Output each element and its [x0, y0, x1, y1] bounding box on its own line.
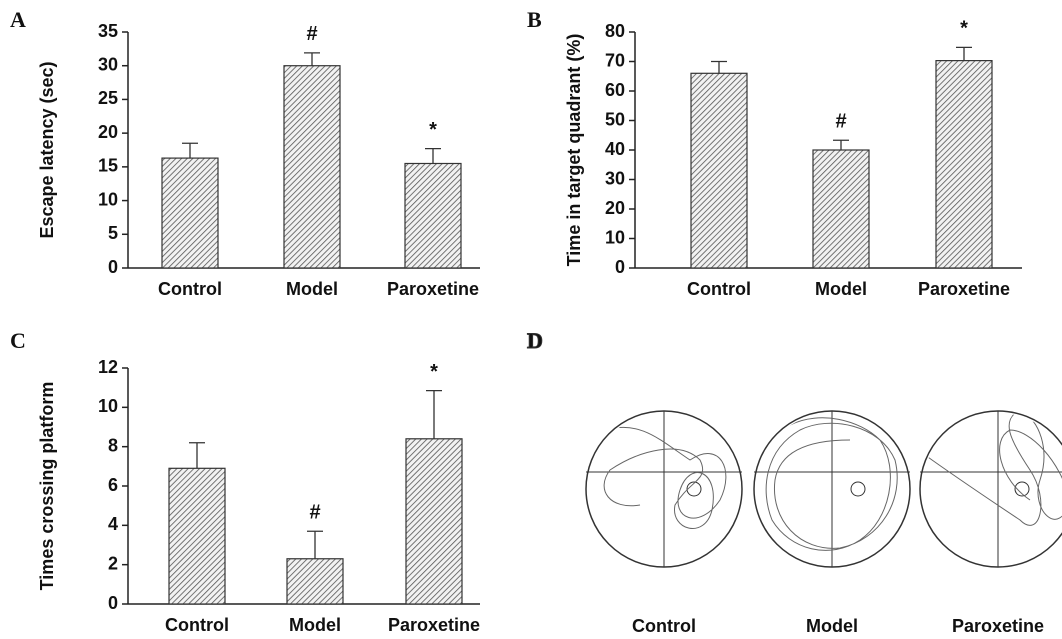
annotation: *	[429, 119, 437, 141]
y-tick-label: 80	[605, 21, 625, 41]
y-tick-label: 0	[615, 257, 625, 277]
panel-label: A	[10, 7, 26, 32]
y-tick-label: 10	[98, 189, 118, 209]
error-bar	[189, 443, 205, 469]
figure: D AEscape latency (sec)05101520253035Con…	[0, 0, 1062, 639]
bar	[287, 559, 343, 604]
error-bar	[307, 531, 323, 559]
x-tick-label: Model	[815, 279, 867, 299]
x-tick-label: Control	[687, 279, 751, 299]
caption: Model	[806, 616, 858, 636]
x-tick-label: Control	[165, 615, 229, 635]
annotation: #	[306, 23, 317, 45]
y-tick-label: 50	[605, 109, 625, 129]
y-tick-label: 2	[108, 553, 118, 573]
annotation: *	[430, 361, 438, 383]
error-bar	[956, 47, 972, 60]
panel-label: C	[10, 328, 26, 353]
y-axis-label: Escape latency (sec)	[37, 61, 57, 238]
platform	[851, 482, 865, 496]
y-tick-label: 6	[108, 475, 118, 495]
y-tick-label: 35	[98, 21, 118, 41]
annotation: #	[835, 111, 846, 133]
y-tick-label: 8	[108, 435, 118, 455]
y-tick-label: 30	[605, 168, 625, 188]
annotation: *	[960, 18, 968, 40]
bar	[405, 163, 461, 268]
x-tick-label: Control	[158, 279, 222, 299]
caption: Paroxetine	[952, 616, 1044, 636]
y-tick-label: 0	[108, 257, 118, 277]
y-tick-label: 5	[108, 223, 118, 243]
y-tick-label: 10	[605, 227, 625, 247]
y-tick-label: 30	[98, 54, 118, 74]
x-tick-label: Model	[286, 279, 338, 299]
trajectory	[925, 410, 1062, 525]
y-tick-label: 40	[605, 139, 625, 159]
y-tick-label: 70	[605, 50, 625, 70]
y-tick-label: 60	[605, 80, 625, 100]
panel-label: D	[527, 328, 543, 353]
error-bar	[304, 53, 320, 66]
bar	[691, 73, 747, 268]
y-axis-label: Times crossing platform	[37, 382, 57, 591]
x-tick-label: Model	[289, 615, 341, 635]
bar	[162, 158, 218, 268]
caption: Control	[632, 616, 696, 636]
bar	[813, 150, 869, 268]
y-tick-label: 20	[605, 198, 625, 218]
y-tick-label: 12	[98, 357, 118, 377]
bar	[406, 439, 462, 604]
error-bar	[833, 140, 849, 150]
y-tick-label: 4	[108, 514, 118, 534]
y-axis-label: Time in target quadrant (%)	[564, 34, 584, 267]
error-bar	[425, 149, 441, 164]
error-bar	[182, 143, 198, 158]
platform	[687, 482, 701, 496]
bar	[936, 61, 992, 268]
y-tick-label: 15	[98, 156, 118, 176]
panel-label: B	[527, 7, 542, 32]
y-tick-label: 0	[108, 593, 118, 613]
x-tick-label: Paroxetine	[918, 279, 1010, 299]
annotation: #	[309, 502, 320, 524]
trajectory	[604, 427, 726, 528]
error-bar	[711, 62, 727, 74]
y-tick-label: 10	[98, 396, 118, 416]
bar	[169, 468, 225, 604]
bar	[284, 66, 340, 268]
y-tick-label: 25	[98, 88, 118, 108]
x-tick-label: Paroxetine	[388, 615, 480, 635]
error-bar	[426, 391, 442, 439]
y-tick-label: 20	[98, 122, 118, 142]
x-tick-label: Paroxetine	[387, 279, 479, 299]
panel-d: D	[527, 328, 1062, 567]
